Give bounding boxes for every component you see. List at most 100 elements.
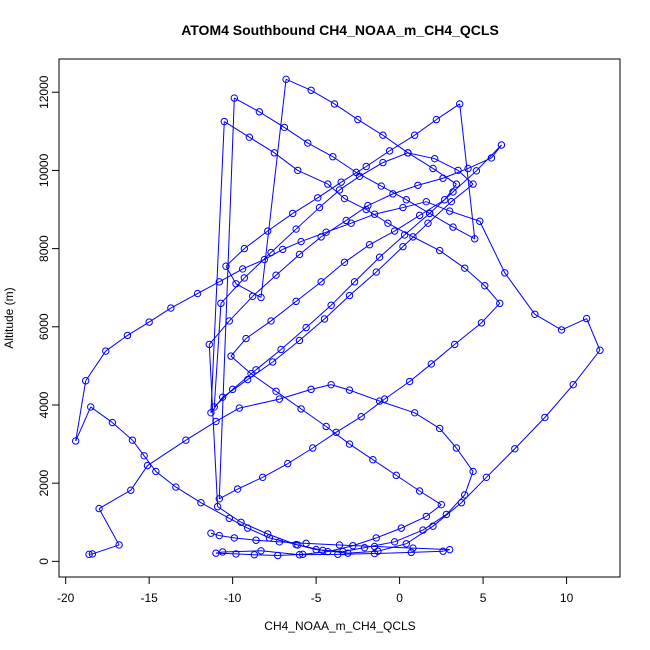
data-point bbox=[297, 405, 305, 413]
data-point bbox=[422, 512, 431, 521]
data-point bbox=[445, 207, 454, 215]
data-point bbox=[531, 310, 539, 318]
series-segment bbox=[354, 256, 380, 283]
series-segment bbox=[299, 318, 325, 341]
data-point bbox=[213, 502, 222, 511]
data-point bbox=[230, 534, 239, 542]
series-segment bbox=[455, 447, 474, 472]
series-segment bbox=[422, 514, 447, 531]
data-point bbox=[309, 444, 317, 452]
y-tick-label: 10000 bbox=[37, 153, 51, 187]
data-point bbox=[442, 510, 451, 519]
series-segment bbox=[412, 547, 450, 551]
data-point bbox=[320, 315, 329, 323]
data-point bbox=[257, 547, 265, 555]
data-point bbox=[314, 194, 322, 202]
series-segment bbox=[586, 318, 601, 351]
data-point bbox=[295, 336, 304, 345]
data-point bbox=[435, 424, 444, 433]
data-point bbox=[274, 551, 282, 560]
data-point bbox=[237, 518, 245, 526]
series-segment bbox=[237, 476, 263, 490]
data-point bbox=[364, 201, 372, 210]
data-point bbox=[375, 253, 384, 261]
data-point bbox=[409, 544, 417, 552]
series-segment bbox=[352, 537, 377, 547]
data-point bbox=[399, 242, 407, 251]
series-segment bbox=[230, 355, 252, 375]
series-segment bbox=[300, 408, 327, 427]
series-segment bbox=[374, 546, 413, 549]
series-segment bbox=[439, 428, 457, 449]
series-segment bbox=[367, 193, 394, 207]
data-point bbox=[307, 385, 315, 394]
data-point bbox=[243, 524, 252, 532]
data-point bbox=[357, 413, 365, 421]
series-segment bbox=[327, 545, 353, 553]
data-point bbox=[352, 168, 360, 177]
data-point bbox=[349, 542, 357, 550]
series-segment bbox=[484, 285, 501, 304]
series-segment bbox=[307, 142, 334, 158]
data-point bbox=[370, 549, 379, 558]
data-point bbox=[238, 265, 247, 273]
series-segment bbox=[170, 293, 198, 309]
data-point bbox=[250, 551, 259, 559]
data-point bbox=[334, 550, 342, 559]
series-segment bbox=[365, 150, 390, 167]
series-segment bbox=[449, 210, 480, 222]
series-segment bbox=[434, 158, 459, 171]
data-point bbox=[182, 436, 190, 444]
series-segment bbox=[382, 134, 409, 154]
series-segment bbox=[244, 230, 269, 250]
data-point bbox=[427, 360, 436, 368]
series-segment bbox=[334, 103, 359, 121]
series-segment bbox=[259, 111, 285, 128]
data-point bbox=[272, 271, 280, 279]
data-point bbox=[88, 550, 97, 558]
series-segment bbox=[284, 126, 309, 144]
series-segment bbox=[208, 344, 219, 507]
data-point bbox=[197, 499, 205, 507]
series-segment bbox=[357, 119, 384, 136]
y-tick-label: 8000 bbox=[37, 235, 51, 262]
data-point bbox=[414, 181, 422, 189]
series-segment bbox=[339, 544, 375, 548]
series-segment bbox=[407, 152, 435, 160]
series-segment bbox=[310, 89, 335, 105]
data-point bbox=[245, 133, 254, 141]
series-segment bbox=[411, 550, 444, 553]
data-point bbox=[115, 541, 123, 549]
series-segment bbox=[306, 542, 340, 546]
series-segment bbox=[452, 226, 475, 240]
series-segment bbox=[185, 420, 217, 441]
series-segment bbox=[414, 119, 437, 136]
series-segment bbox=[534, 313, 562, 331]
data-point bbox=[302, 323, 310, 332]
data-point bbox=[269, 358, 277, 366]
series-segment bbox=[412, 236, 440, 252]
series-segment bbox=[417, 177, 444, 186]
data-point bbox=[430, 154, 439, 163]
series-segment bbox=[429, 212, 454, 228]
series-segment bbox=[295, 207, 320, 230]
data-point bbox=[264, 227, 272, 235]
data-point bbox=[295, 551, 304, 559]
data-point bbox=[350, 278, 359, 286]
series-segment bbox=[407, 152, 434, 169]
data-point bbox=[193, 289, 202, 298]
series-segment bbox=[351, 213, 375, 224]
data-point bbox=[461, 491, 469, 499]
series-segment bbox=[98, 508, 120, 546]
series-segment bbox=[382, 152, 409, 164]
series-segment bbox=[275, 390, 302, 410]
data-point bbox=[280, 123, 289, 132]
data-point bbox=[496, 299, 504, 308]
series-segment bbox=[105, 334, 128, 352]
data-point bbox=[415, 211, 424, 220]
series-segment bbox=[175, 486, 202, 504]
data-point bbox=[447, 197, 456, 206]
data-point bbox=[167, 304, 175, 312]
data-point bbox=[380, 395, 389, 403]
data-point bbox=[275, 538, 284, 546]
